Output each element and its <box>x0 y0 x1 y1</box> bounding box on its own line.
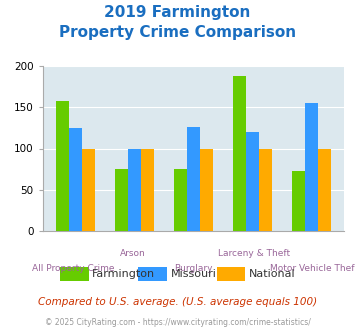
Text: 2019 Farmington: 2019 Farmington <box>104 5 251 20</box>
Text: Missouri: Missouri <box>170 269 216 279</box>
Bar <box>246 132 259 231</box>
Text: Motor Vehicle Theft: Motor Vehicle Theft <box>270 264 355 273</box>
Bar <box>56 101 69 231</box>
Bar <box>128 148 141 231</box>
Bar <box>115 169 128 231</box>
Bar <box>305 103 318 231</box>
Text: National: National <box>248 269 295 279</box>
Bar <box>318 148 331 231</box>
Bar <box>174 169 187 231</box>
Bar <box>69 128 82 231</box>
Text: Compared to U.S. average. (U.S. average equals 100): Compared to U.S. average. (U.S. average … <box>38 297 317 307</box>
Bar <box>233 76 246 231</box>
Bar <box>82 148 95 231</box>
Bar <box>259 148 272 231</box>
Bar <box>187 127 200 231</box>
Bar <box>141 148 154 231</box>
Text: Farmington: Farmington <box>92 269 155 279</box>
Text: Burglary: Burglary <box>174 264 213 273</box>
Bar <box>292 171 305 231</box>
Text: Larceny & Theft: Larceny & Theft <box>218 249 290 258</box>
Bar <box>200 148 213 231</box>
Text: All Property Crime: All Property Crime <box>32 264 114 273</box>
Text: Property Crime Comparison: Property Crime Comparison <box>59 25 296 40</box>
Text: Arson: Arson <box>120 249 146 258</box>
Text: © 2025 CityRating.com - https://www.cityrating.com/crime-statistics/: © 2025 CityRating.com - https://www.city… <box>45 318 310 327</box>
